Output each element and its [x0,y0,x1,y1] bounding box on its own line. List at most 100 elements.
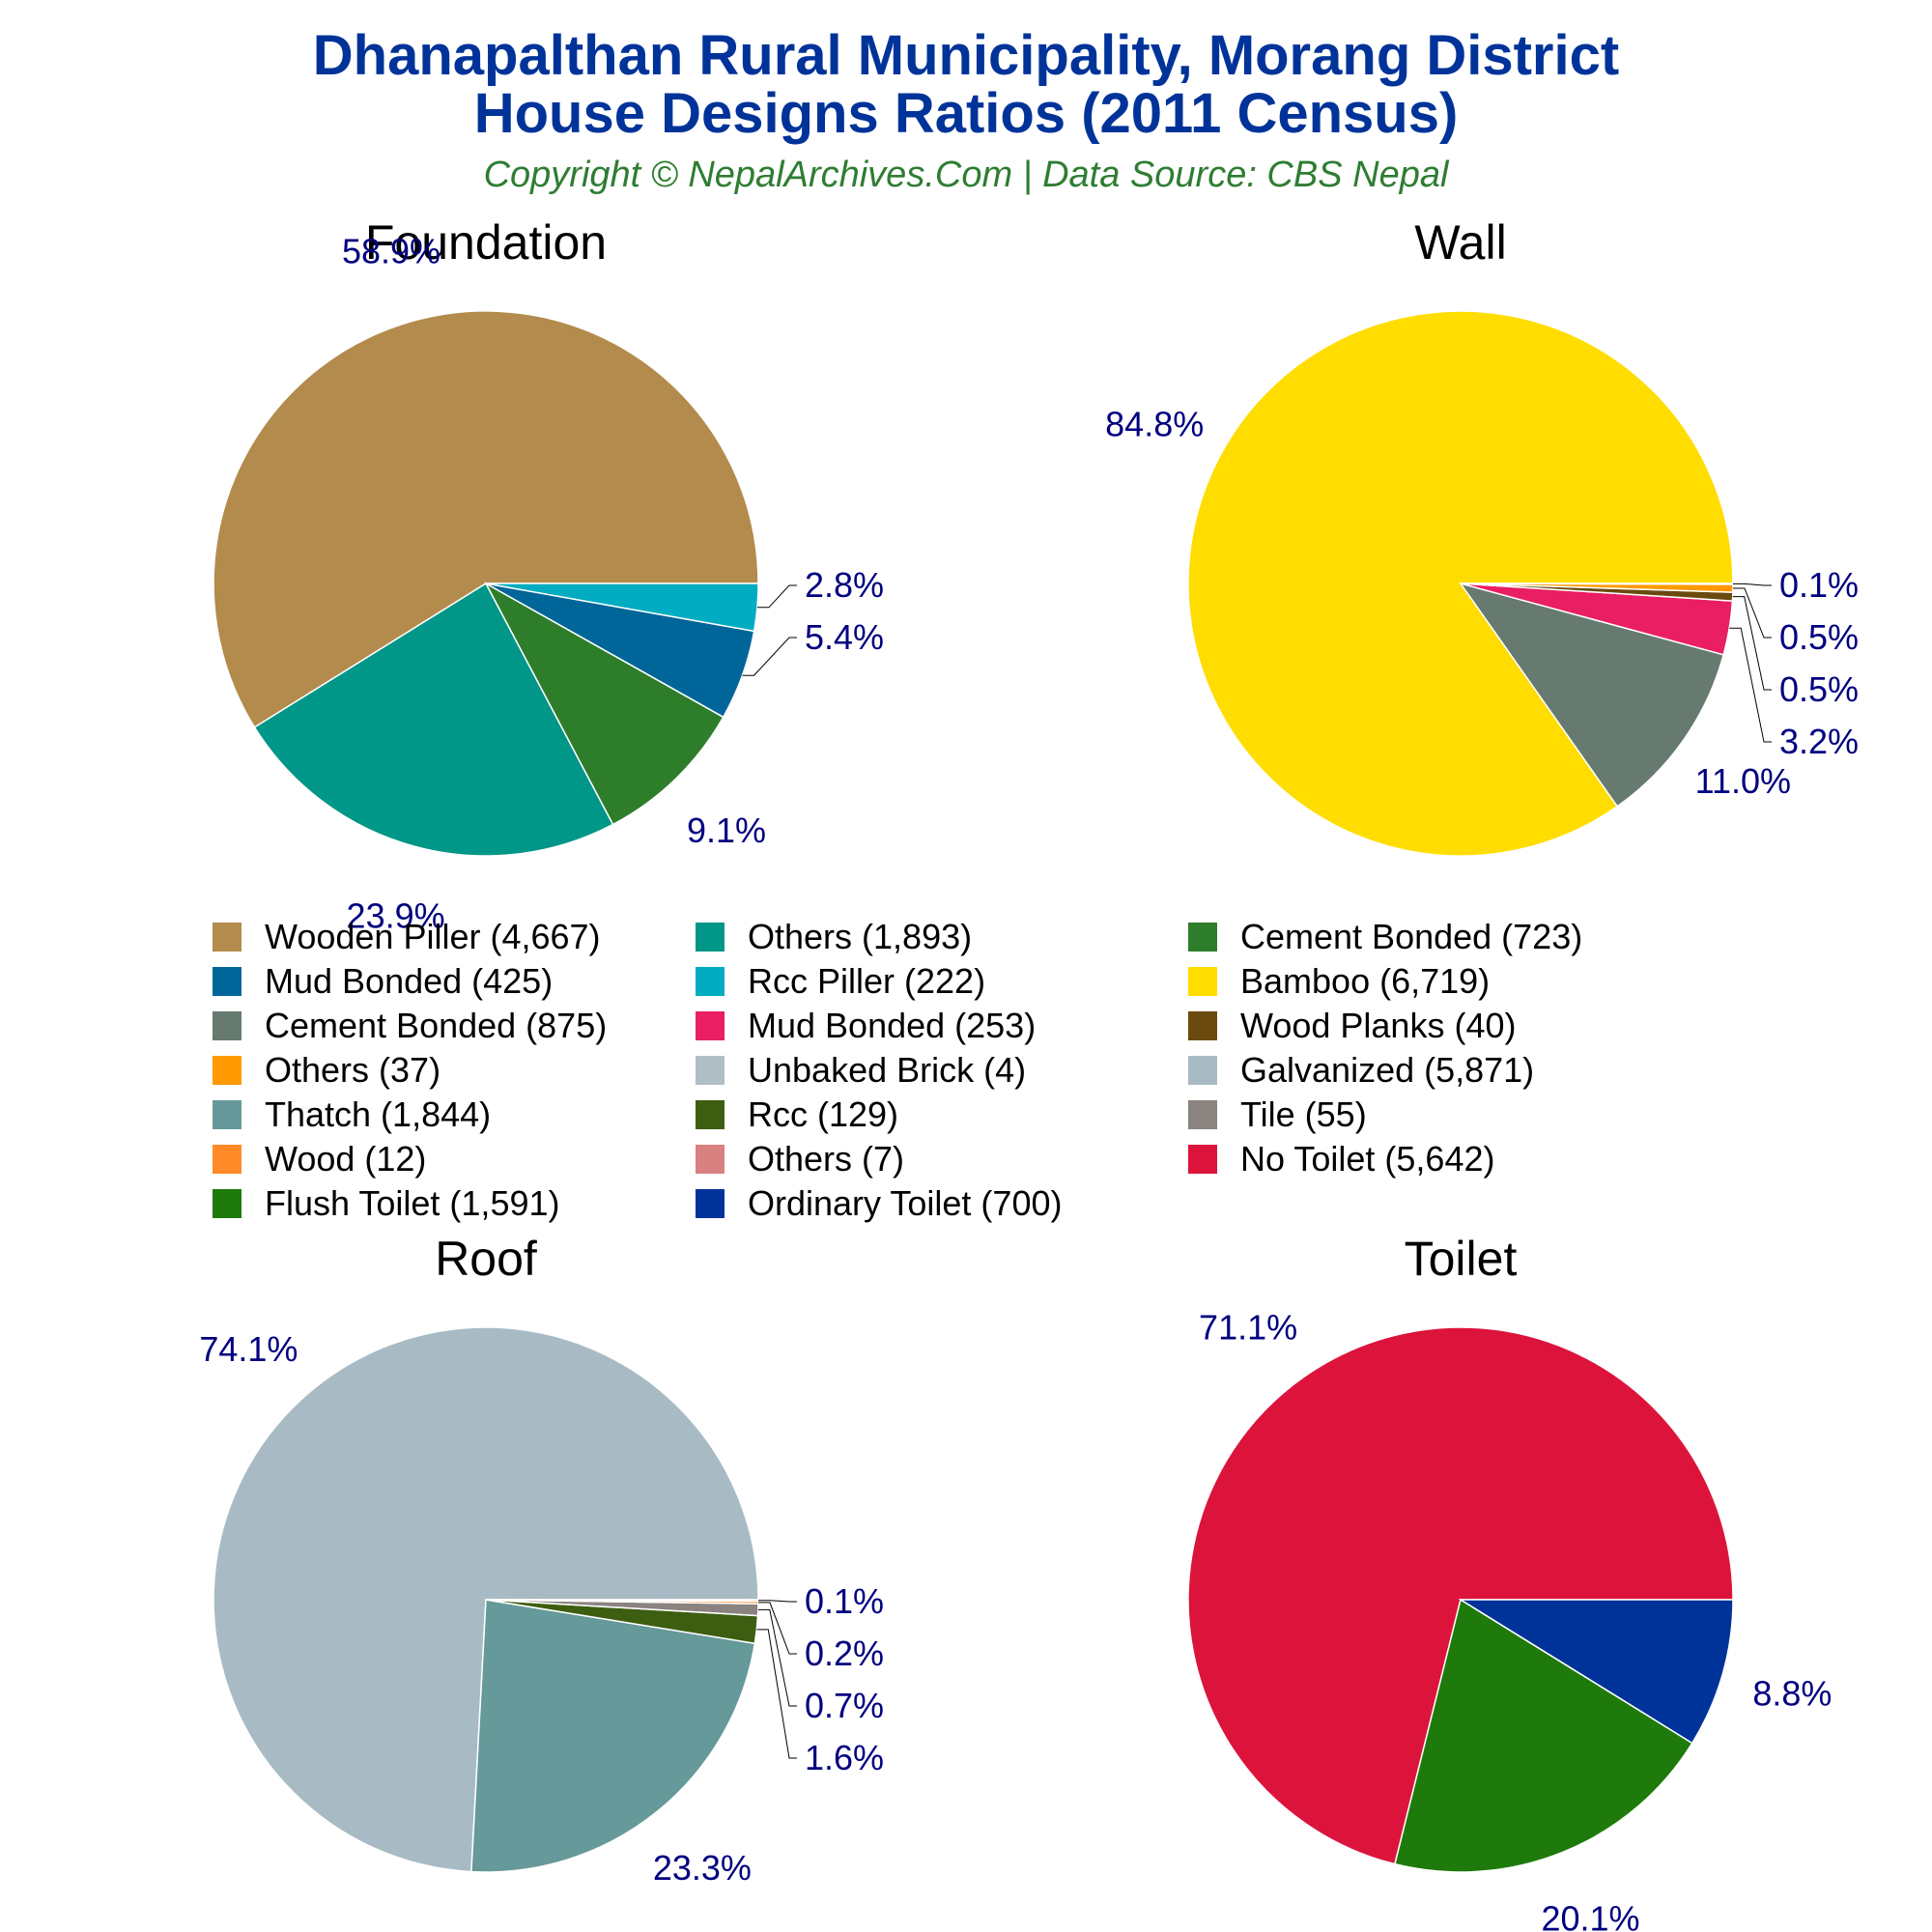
pct-label-wood-planks: 0.5% [1779,669,1859,709]
legend-swatch [213,1011,242,1040]
legend-label: Ordinary Toilet (700) [748,1183,1063,1223]
legend-item: Ordinary Toilet (700) [696,1182,1062,1225]
legend-swatch [696,923,724,952]
wall-pie: Wall 84.8% 11.0% 0.1% 0.5% 0.5% 3.2% [1105,215,1859,857]
legend-swatch [1188,1056,1217,1085]
legend-label: Rcc Piller (222) [748,961,986,1001]
legend-swatch [696,1189,724,1218]
leader-line-rcc [756,1629,797,1759]
leader-line-mud-bonded [742,637,797,676]
pie-slice-flush-toilet [1394,1598,1693,1873]
pie-slice-unbaked-brick [1460,582,1734,585]
pie-slice-cement-bonded [1459,582,1725,808]
legend-swatch [1188,1100,1217,1129]
legend-swatch [696,967,724,996]
legend-label: Mud Bonded (425) [265,961,554,1001]
leader-line-others [758,1600,797,1603]
pct-label-flush-toilet: 20.1% [1541,1899,1639,1932]
legend-swatch [213,1100,242,1129]
legend-label: Flush Toilet (1,591) [265,1183,560,1223]
legend-item: Galvanized (5,871) [1188,1049,1534,1092]
leader-line-unbaked-brick [1733,582,1772,586]
legend-label: Tile (55) [1240,1094,1367,1134]
legend-label: Others (7) [748,1139,905,1179]
legend-swatch [213,923,242,952]
pct-label-thatch: 23.3% [653,1848,752,1888]
legend-item: No Toilet (5,642) [1188,1138,1494,1180]
pct-label-wood: 0.2% [805,1634,884,1673]
legend-item: Mud Bonded (253) [696,1005,1036,1047]
legend-item: Cement Bonded (723) [1188,916,1582,958]
pie-slice-ordinary-toilet [1458,1599,1734,1745]
pct-label-mud-bonded: 5.4% [805,617,884,657]
roof-pie-title: Roof [435,1232,537,1286]
legend-label: Bamboo (6,719) [1240,961,1491,1001]
legend-item: Tile (55) [1188,1094,1367,1136]
legend-label: Thatch (1,844) [265,1094,492,1134]
legend-item: Mud Bonded (425) [213,960,553,1003]
legend-item: Rcc (129) [696,1094,898,1136]
legend-item: Unbaked Brick (4) [696,1049,1026,1092]
legend-swatch [696,1011,724,1040]
toilet-pie-title: Toilet [1405,1232,1518,1286]
leader-line-rcc-piller [756,584,797,609]
pct-label-no-toilet: 71.1% [1199,1308,1297,1348]
legend-item: Bamboo (6,719) [1188,960,1490,1003]
pie-slice-wooden-piller [213,310,759,728]
copyright-subtitle: Copyright © NepalArchives.Com | Data Sou… [483,155,1449,195]
leader-line-wood [758,1602,797,1655]
foundation-pie-title: Foundation [365,215,607,270]
chart-title-line-1: Dhanapalthan Rural Municipality, Morang … [312,24,1620,87]
legend-swatch [1188,967,1217,996]
pie-slice-cement-bonded [484,582,724,826]
legend-item: Wooden Piller (4,667) [213,916,601,958]
pct-label-ordinary-toilet: 8.8% [1752,1674,1832,1714]
legend-label: Cement Bonded (875) [265,1006,608,1045]
legend-swatch [213,1189,242,1218]
leader-line-others [1733,587,1772,639]
legend-label: Others (37) [265,1050,441,1090]
pct-label-cement-bonded: 9.1% [687,810,766,850]
legend-label: Galvanized (5,871) [1240,1050,1535,1090]
pct-label-galvanized: 74.1% [199,1329,298,1369]
pct-label-unbaked-brick: 0.1% [1779,565,1859,605]
legend-item: Others (1,893) [696,916,972,958]
legend-item: Flush Toilet (1,591) [213,1182,560,1225]
legend-swatch [696,1145,724,1174]
legend-item: Rcc Piller (222) [696,960,985,1003]
legend-item: Wood Planks (40) [1188,1005,1516,1047]
pct-label-bamboo: 84.8% [1105,404,1204,443]
legend-swatch [1188,1145,1217,1174]
legend-item: Wood (12) [213,1138,426,1180]
pct-label-tile: 0.7% [805,1686,884,1725]
leader-line-mud-bonded [1729,627,1772,743]
roof-pie: Roof 74.1% 23.3% 0.1% 0.2% 0.7% 1.6% [199,1232,884,1888]
legend-item: Cement Bonded (875) [213,1005,607,1047]
legend-label: Unbaked Brick (4) [748,1050,1027,1090]
legend-label: Wooden Piller (4,667) [265,917,601,956]
legend-label: Others (1,893) [748,917,973,956]
pct-label-others: 0.1% [805,1581,884,1621]
legend-item: Others (37) [213,1049,440,1092]
pie-slice-others [253,582,614,857]
legend-label: Wood (12) [265,1139,427,1179]
legend-item: Thatch (1,844) [213,1094,491,1136]
legend-swatch [1188,1011,1217,1040]
legend-swatch [213,967,242,996]
legend-label: No Toilet (5,642) [1240,1139,1495,1179]
pct-label-rcc-piller: 2.8% [805,565,884,605]
chart-title-line-2: House Designs Ratios (2011 Census) [473,82,1459,145]
legend-swatch [1188,923,1217,952]
pct-label-cement-bonded: 11.0% [1695,761,1791,801]
pct-label-others: 0.5% [1779,617,1859,657]
pct-label-others: 23.9% [347,896,445,936]
legend-swatch [213,1056,242,1085]
leader-line-tile [757,1608,797,1707]
legend-swatch [213,1145,242,1174]
pct-label-mud-bonded: 3.2% [1779,722,1859,761]
legend-item: Others (7) [696,1138,904,1180]
legend-label: Cement Bonded (723) [1240,917,1583,956]
legend-swatch [696,1100,724,1129]
legend-label: Wood Planks (40) [1240,1006,1517,1045]
